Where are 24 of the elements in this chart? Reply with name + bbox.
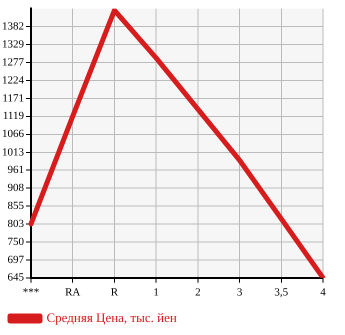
y-tick-label: 1382 <box>2 20 24 33</box>
y-tick-label: 1171 <box>2 92 24 104</box>
y-tick-label: 961 <box>8 164 24 176</box>
x-tick-label: 1 <box>153 286 159 298</box>
x-tick-label: R <box>110 286 119 298</box>
y-tick-label: 1013 <box>2 146 24 158</box>
x-tick-label: RA <box>65 286 80 298</box>
y-tick-label: 1329 <box>2 38 24 51</box>
legend-label: Средняя Цена, тыс. йен <box>46 310 177 325</box>
y-tick-label: 645 <box>8 272 24 284</box>
y-tick-label: 803 <box>8 218 24 230</box>
x-tick-label: 3,5 <box>274 286 289 298</box>
y-tick-label: 1066 <box>2 128 24 140</box>
x-tick-label: *** <box>22 286 40 298</box>
x-tick-label: 3 <box>236 286 243 298</box>
y-tick-label: 750 <box>8 236 24 248</box>
y-tick-label: 1119 <box>2 110 24 122</box>
y-tick-label: 697 <box>8 254 24 266</box>
y-tick-label: 1224 <box>2 74 24 86</box>
y-tick-label: 1277 <box>2 56 24 68</box>
y-tick-label: 855 <box>8 200 24 212</box>
x-tick-label: 4 <box>320 286 326 298</box>
x-tick-label: 2 <box>195 286 201 298</box>
y-tick-label: 908 <box>8 182 24 194</box>
